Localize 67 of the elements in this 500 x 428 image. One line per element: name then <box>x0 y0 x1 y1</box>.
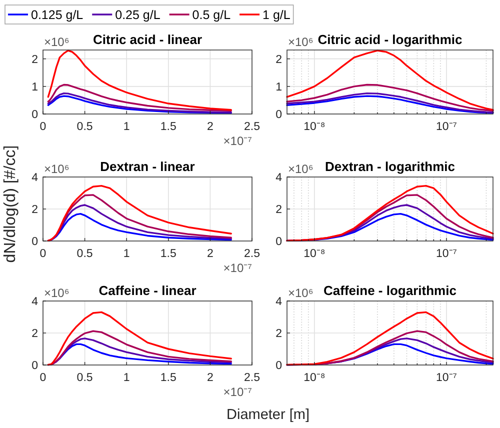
x-tick-label: 10⁻⁷ <box>436 372 457 384</box>
x-tick-label: 10⁻⁷ <box>436 121 457 133</box>
chart-title: Citric acid - linear <box>92 32 202 47</box>
text: ×10⁶ <box>44 35 70 49</box>
y-tick-label: 4 <box>276 172 283 184</box>
text: ×10⁻⁷ <box>223 134 252 148</box>
y-tick-label: 4 <box>276 296 283 308</box>
x-tick-label: 0.5 <box>76 248 93 260</box>
text: ×10⁶ <box>288 35 314 49</box>
y-tick-label: 2 <box>32 54 38 66</box>
y-tick-label: 0 <box>276 236 282 248</box>
y-tick-label: 4 <box>32 172 39 184</box>
text: ×10⁻⁷ <box>223 261 252 275</box>
x-tick-label: 10⁻⁸ <box>304 121 326 133</box>
y-tick-label: 0 <box>32 236 38 248</box>
text: ×10⁶ <box>44 162 70 176</box>
y-tick-label: 2 <box>276 328 282 340</box>
x-tick-label: 1.5 <box>160 248 176 260</box>
x-tick-label: 2 <box>206 121 214 133</box>
chart-title: Dextran - linear <box>100 159 195 174</box>
chart-title: Caffeine - logarithmic <box>324 283 456 298</box>
line-series <box>47 50 232 111</box>
y-tick-label: 0 <box>276 109 282 122</box>
x-axis-title: Diameter [m] <box>226 407 310 423</box>
text: ×10⁶ <box>288 162 314 176</box>
x-tick-label: 1 <box>123 248 130 260</box>
y-tick-label: 0 <box>276 360 282 372</box>
line-series <box>47 84 232 112</box>
x-tick-label: 10⁻⁸ <box>304 248 326 260</box>
y-tick-label: 2 <box>32 204 38 216</box>
y-tick-label: 2 <box>276 204 282 216</box>
y-tick-label: 0 <box>32 360 38 372</box>
x-tick-label: 0.5 <box>76 372 93 384</box>
legend-label: 1 g/L <box>262 8 290 22</box>
y-tick-label: 0 <box>32 109 38 122</box>
x-tick-label: 2 <box>206 372 214 384</box>
x-tick-label: 2 <box>206 248 214 260</box>
y-tick-label: 2 <box>276 54 282 66</box>
x-tick-label: 0 <box>40 121 46 133</box>
legend-label: 0.125 g/L <box>31 8 84 22</box>
chart-title: Citric acid - logarithmic <box>318 32 462 47</box>
x-tick-label: 1 <box>123 372 130 384</box>
chart-title: Dextran - logarithmic <box>324 159 456 174</box>
x-tick-label: 0 <box>40 248 46 260</box>
text: ×10⁻⁷ <box>223 385 252 399</box>
legend-label: 0.25 g/L <box>115 8 160 22</box>
line-series <box>47 184 232 242</box>
y-tick-label: 2 <box>32 328 38 340</box>
x-tick-label: 1.5 <box>160 121 176 133</box>
x-tick-label: 2.5 <box>244 121 260 133</box>
line-series <box>47 311 232 366</box>
legend-label: 0.5 g/L <box>192 8 231 22</box>
y-tick-label: 1 <box>276 82 282 94</box>
x-tick-label: 0 <box>40 372 46 384</box>
y-tick-label: 1 <box>32 82 38 94</box>
x-tick-label: 1.5 <box>160 372 176 384</box>
y-tick-label: 4 <box>32 296 39 308</box>
x-tick-label: 2.5 <box>244 248 260 260</box>
chart-title: Caffeine - linear <box>98 283 196 298</box>
x-tick-label: 1 <box>123 121 130 133</box>
x-tick-label: 10⁻⁷ <box>436 248 457 260</box>
x-tick-label: 2.5 <box>244 372 260 384</box>
text: ×10⁶ <box>288 286 314 300</box>
x-tick-label: 10⁻⁸ <box>304 372 326 384</box>
x-tick-label: 0.5 <box>76 121 93 133</box>
text: ×10⁶ <box>44 286 70 300</box>
y-axis-title: dN/dlog(d) [#/cc] <box>2 145 19 263</box>
